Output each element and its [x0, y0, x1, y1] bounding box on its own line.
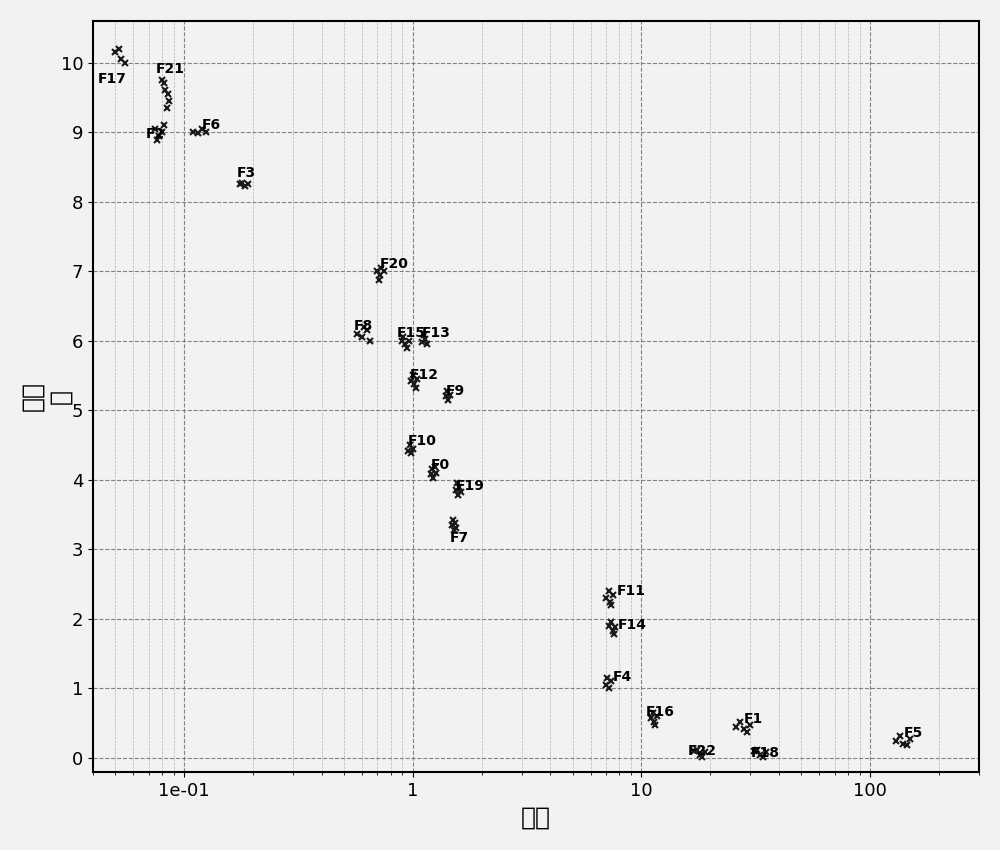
Text: F19: F19	[456, 479, 485, 493]
Text: F11: F11	[617, 584, 646, 598]
Text: F21: F21	[155, 62, 184, 76]
Text: F3: F3	[237, 167, 256, 180]
Text: F7: F7	[450, 531, 469, 546]
Text: F17: F17	[98, 72, 127, 87]
Text: F13: F13	[422, 326, 451, 340]
Text: F16: F16	[646, 706, 675, 719]
Text: F1: F1	[744, 712, 763, 726]
Text: F4: F4	[613, 671, 632, 684]
Text: F12: F12	[410, 368, 439, 382]
Text: F8: F8	[353, 320, 373, 333]
Text: F9: F9	[446, 384, 465, 398]
Y-axis label: 信息
熵: 信息 熵	[21, 382, 73, 411]
Text: F2: F2	[146, 127, 165, 140]
Text: F6: F6	[202, 117, 221, 132]
Text: F20: F20	[380, 257, 409, 270]
Text: F18: F18	[750, 745, 779, 760]
Text: F10: F10	[408, 434, 436, 448]
Text: F0: F0	[431, 458, 450, 473]
Text: F22: F22	[688, 744, 717, 757]
Text: F15: F15	[397, 326, 426, 340]
Text: F5: F5	[903, 726, 923, 740]
Text: F14: F14	[618, 618, 647, 632]
X-axis label: 峭度: 峭度	[521, 805, 551, 829]
